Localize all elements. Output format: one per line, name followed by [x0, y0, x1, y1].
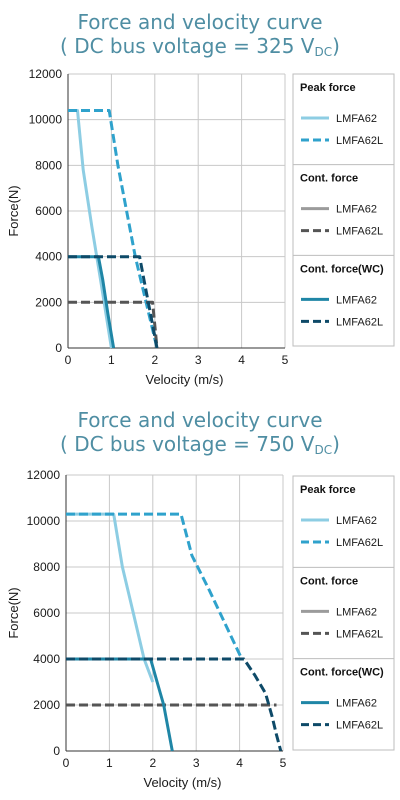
chart-title-sub: ( DC bus voltage = 750 VDC): [0, 432, 400, 459]
legend-item-label: LMFA62: [336, 294, 377, 306]
series-line-lmfa62l: [66, 657, 283, 752]
chart-title-main: Force and velocity curve: [77, 10, 323, 34]
y-tick-label: 12000: [29, 67, 63, 81]
y-tick-label: 10000: [29, 113, 63, 127]
y-tick-label: 0: [53, 744, 60, 758]
x-tick-label: 0: [65, 353, 72, 367]
y-tick-label: 6000: [35, 204, 62, 218]
legend-heading: Peak force: [300, 484, 356, 496]
chart-title-sub-prefix: ( DC bus voltage = 325 V: [60, 34, 315, 58]
chart-title-sub-unit: DC: [314, 443, 333, 457]
y-tick-label: 4000: [35, 250, 62, 264]
legend-item-label: LMFA62L: [336, 316, 383, 328]
chart-title-sub: ( DC bus voltage = 325 VDC): [0, 34, 400, 61]
y-axis-label: Force(N): [6, 185, 21, 236]
x-tick-label: 0: [63, 756, 70, 770]
y-tick-label: 8000: [33, 560, 60, 574]
chart-title: Force and velocity curve ( DC bus voltag…: [0, 408, 400, 459]
chart-title-sub-suffix: ): [332, 34, 340, 58]
legend-item-label: LMFA62L: [336, 720, 383, 732]
legend-heading: Cont. force(WC): [300, 667, 384, 679]
series-line-lmfa62l: [66, 512, 244, 660]
chart-panel-325v: Force and velocity curve ( DC bus voltag…: [0, 10, 400, 387]
x-tick-label: 5: [282, 353, 289, 367]
y-tick-label: 4000: [33, 652, 60, 666]
x-axis-label: Velocity (m/s): [143, 775, 221, 790]
x-tick-label: 5: [280, 756, 287, 770]
grid: [67, 73, 286, 349]
x-tick-label: 2: [149, 756, 156, 770]
legend-item-label: LMFA62L: [336, 135, 383, 147]
chart-panel-750v: Force and velocity curve ( DC bus voltag…: [0, 400, 400, 800]
x-tick-label: 4: [238, 353, 245, 367]
legend-item-label: LMFA62L: [336, 537, 383, 549]
chart-title-main: Force and velocity curve: [77, 408, 323, 432]
y-tick-label: 0: [55, 341, 62, 355]
x-tick-label: 4: [236, 756, 243, 770]
series-group: [66, 512, 283, 752]
y-tick-label: 2000: [33, 698, 60, 712]
chart-title-sub-suffix: ): [332, 432, 340, 456]
series-line-lmfa62l: [68, 300, 159, 349]
legend-item-label: LMFA62L: [336, 226, 383, 238]
series-group: [68, 109, 159, 349]
legend-heading: Cont. force(WC): [300, 263, 384, 275]
y-axis-label: Force(N): [6, 587, 21, 638]
series-line-lmfa62: [68, 109, 113, 349]
x-tick-label: 1: [106, 756, 113, 770]
legend: Peak force LMFA62 LMFA62L Cont. force LMFA62…: [292, 73, 395, 347]
legend-item-label: LMFA62: [336, 515, 377, 527]
legend-box: [292, 475, 395, 751]
x-axis-label: Velocity (m/s): [145, 372, 223, 387]
legend-item-label: LMFA62L: [336, 628, 383, 640]
legend-item-label: LMFA62: [336, 204, 377, 216]
x-tick-label: 3: [193, 756, 200, 770]
chart-svg: 0 2000 4000 6000 8000 10000 12000 0 1 2 3 4 5 Velocit…: [6, 468, 395, 790]
y-tick-label: 6000: [33, 606, 60, 620]
legend-item-label: LMFA62: [336, 113, 377, 125]
legend: Peak force LMFA62 LMFA62L Cont. force LMFA62…: [292, 475, 395, 751]
series-line-lmfa62l: [68, 255, 159, 349]
legend-heading: Cont. force: [300, 173, 358, 185]
legend-item-label: LMFA62: [336, 606, 377, 618]
y-tick-label: 10000: [27, 514, 61, 528]
y-tick-label: 2000: [35, 295, 62, 309]
legend-heading: Cont. force: [300, 575, 358, 587]
x-tick-label: 3: [195, 353, 202, 367]
y-tick-label: 12000: [27, 468, 61, 482]
legend-heading: Peak force: [300, 82, 356, 94]
x-tick-label: 1: [108, 353, 115, 367]
grid: [65, 474, 284, 752]
y-tick-label: 8000: [35, 158, 62, 172]
chart-title-sub-prefix: ( DC bus voltage = 750 V: [60, 432, 315, 456]
x-tick-label: 2: [151, 353, 158, 367]
chart-svg: 0 2000 4000 6000 8000 10000 12000 0 1 2 3 4 5 Velocit…: [6, 67, 395, 387]
chart-title: Force and velocity curve ( DC bus voltag…: [0, 10, 400, 61]
chart-title-sub-unit: DC: [314, 45, 333, 59]
legend-item-label: LMFA62: [336, 698, 377, 710]
